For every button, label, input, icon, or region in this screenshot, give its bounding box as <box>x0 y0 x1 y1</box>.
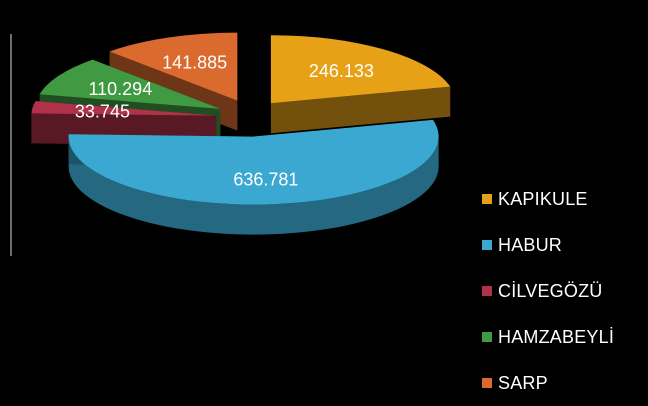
legend-swatch <box>482 286 492 296</box>
legend: KAPIKULE HABUR CİLVEGÖZÜ HAMZABEYLİ SARP <box>482 176 648 406</box>
data-label-cilvegozu: 33.745 <box>75 101 130 121</box>
legend-swatch <box>482 240 492 250</box>
legend-label: SARP <box>498 372 548 393</box>
legend-swatch <box>482 332 492 342</box>
frame-line <box>10 34 12 256</box>
pie-slice-top <box>39 59 221 109</box>
legend-swatch <box>482 194 492 204</box>
pie-slice-side <box>68 136 439 235</box>
data-label-hamzabeyli: 110.294 <box>88 79 152 99</box>
data-label-habur: 636.781 <box>233 170 298 190</box>
legend-label: KAPIKULE <box>498 188 588 209</box>
legend-item-kapikule: KAPIKULE <box>482 176 648 222</box>
legend-label: HAMZABEYLİ <box>498 326 615 347</box>
legend-item-cilvegozu: CİLVEGÖZÜ <box>482 268 648 314</box>
pie-slice-top <box>68 119 439 205</box>
pie-slice-habur <box>68 119 439 235</box>
legend-swatch <box>482 378 492 388</box>
legend-label: HABUR <box>498 234 563 255</box>
legend-item-habur: HABUR <box>482 222 648 268</box>
legend-item-sarp: SARP <box>482 360 648 406</box>
pie-slice-edge <box>270 86 451 134</box>
pie-slice-top <box>109 32 238 101</box>
legend-label: CİLVEGÖZÜ <box>498 280 603 301</box>
data-label-sarp: 141.885 <box>162 53 227 73</box>
pie-slice-top <box>31 101 217 116</box>
pie-slice-top <box>270 35 451 104</box>
data-label-kapikule: 246.133 <box>309 61 374 81</box>
legend-item-hamzabeyli: HAMZABEYLİ <box>482 314 648 360</box>
pie-slice-kapikule <box>270 35 451 134</box>
